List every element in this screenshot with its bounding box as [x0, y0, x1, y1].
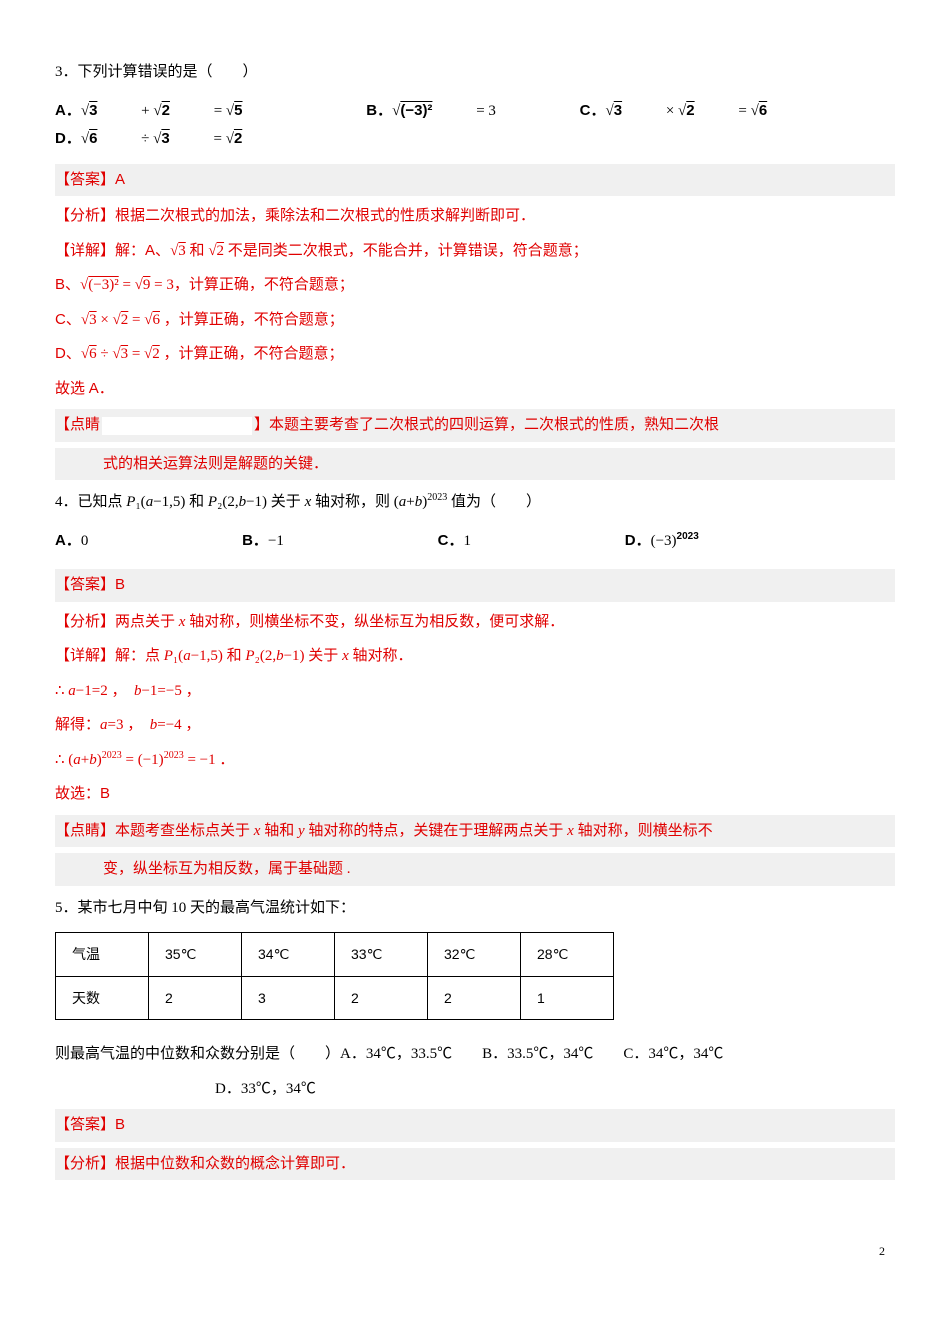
row-label: 天数 [56, 976, 149, 1020]
q5-answer: 【答案】B [55, 1109, 895, 1142]
q4-answer: 【答案】B [55, 569, 895, 602]
row-label: 气温 [56, 933, 149, 977]
q4-analysis: 【分析】两点关于 x 轴对称，则横坐标不变，纵坐标互为相反数，便可求解． [55, 608, 895, 637]
temperature-table: 气温 35℃ 34℃ 33℃ 32℃ 28℃ 天数 2 3 2 2 1 [55, 932, 614, 1020]
q3-detail-a: 【详解】解：A、√3 和 √2 不是同类二次根式，不能合并，计算错误，符合题意； [55, 237, 895, 266]
q4-step2: 解得：a=3 ， b=−4 ， [55, 711, 895, 740]
q3-answer: 【答案】A [55, 164, 895, 197]
q4-step3: ∴ (a+b)2023 = (−1)2023 = −1 ． [55, 746, 895, 775]
q4-detail: 【详解】解：点 P₁(a−1,5) 和 P₂(2,b−1) 关于 x 轴对称． [55, 642, 895, 671]
q3-detail-d: D、√6 ÷ √3 = √2 ，计算正确，不符合题意； [55, 340, 895, 369]
q4-stem: 4．已知点 P₁(a−1,5) 和 P₂(2,b−1) 关于 x 轴对称，则 (… [55, 488, 895, 517]
q4-opt-b: B．−1 [242, 527, 324, 556]
q4-step1: ∴ a−1=2 ， b−1=−5 ， [55, 677, 895, 706]
q3-dianjing-line1: 【点睛】本题主要考查了二次根式的四则运算，二次根式的性质，熟知二次根 [55, 409, 895, 442]
q5-analysis: 【分析】根据中位数和众数的概念计算即可． [55, 1148, 895, 1181]
page-number: 2 [55, 1240, 895, 1263]
q4-opt-c: C．1 [438, 527, 511, 556]
q5-number: 5． [55, 900, 78, 916]
q4-conclude: 故选：B [55, 780, 895, 809]
q4-options: A．0 B．−1 C．1 D．(−3)2023 [55, 527, 895, 556]
blank-box [102, 417, 252, 435]
q3-detail-b: B、√(−3)² = √9 = 3，计算正确，不符合题意； [55, 271, 895, 300]
q3-dianjing-line2: 式的相关运算法则是解题的关键． [55, 448, 895, 481]
q3-opt-d: D．√6 ÷ √3 = √2 [55, 125, 322, 154]
q4-number: 4． [55, 494, 78, 510]
q5-tail: 则最高气温的中位数和众数分别是（ ）A．34℃，33.5℃ B．33.5℃，34… [55, 1040, 895, 1069]
q3-conclude: 故选 A． [55, 375, 895, 404]
q3-options: A．√3 + √2 = √5 B．√(−3)² = 3 C．√3 × √2 = … [55, 97, 895, 154]
q5-stem: 5．某市七月中旬 10 天的最高气温统计如下： [55, 894, 895, 923]
q3-opt-c: C．√3 × √2 = √6 [580, 97, 848, 126]
q4-opt-a: A．0 [55, 527, 128, 556]
q3-stem: 3．下列计算错误的是（ ） [55, 58, 895, 87]
q4-dianjing-line2: 变，纵坐标互为相反数，属于基础题 . [55, 853, 895, 886]
q4-opt-d: D．(−3)2023 [625, 527, 779, 556]
q5-tail-d: D．33℃，34℃ [55, 1075, 895, 1104]
q3-opt-b: B．√(−3)² = 3 [366, 97, 536, 126]
q4-dianjing-line1: 【点睛】本题考查坐标点关于 x 轴和 y 轴对称的特点，关键在于理解两点关于 x… [55, 815, 895, 848]
q3-analysis: 【分析】根据二次根式的加法，乘除法和二次根式的性质求解判断即可． [55, 202, 895, 231]
q3-detail-c: C、√3 × √2 = √6 ，计算正确，不符合题意； [55, 306, 895, 335]
q3-number: 3． [55, 64, 78, 80]
table-row: 气温 35℃ 34℃ 33℃ 32℃ 28℃ [56, 933, 614, 977]
q3-opt-a: A．√3 + √2 = √5 [55, 97, 323, 126]
table-row: 天数 2 3 2 2 1 [56, 976, 614, 1020]
